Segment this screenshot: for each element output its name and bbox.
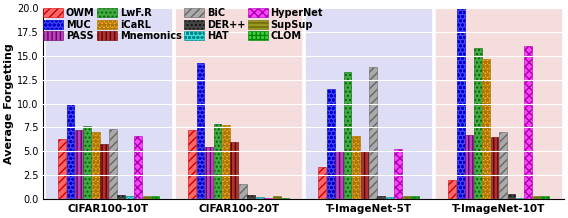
Bar — [499, 132, 507, 199]
Bar — [143, 196, 151, 199]
Bar — [491, 137, 499, 199]
Bar — [344, 72, 352, 199]
Bar — [474, 48, 482, 199]
Bar — [541, 196, 549, 199]
Bar — [75, 130, 83, 199]
Bar — [273, 196, 281, 199]
Y-axis label: Average Forgetting: Average Forgetting — [4, 43, 14, 164]
Bar — [176, 8, 301, 199]
Bar — [117, 195, 125, 199]
Bar — [352, 136, 360, 199]
Bar — [214, 124, 222, 199]
Bar — [109, 129, 116, 199]
Legend: OWM, MUC, PASS, LwF.R, iCaRL, Mnemonics, BiC, DER++, HAT, HyperNet, SupSup, CLOM: OWM, MUC, PASS, LwF.R, iCaRL, Mnemonics,… — [43, 8, 323, 41]
Bar — [222, 124, 230, 199]
Bar — [335, 151, 343, 199]
Bar — [101, 144, 108, 199]
Bar — [151, 196, 159, 199]
Bar — [386, 197, 394, 199]
Bar — [482, 59, 490, 199]
Bar — [58, 139, 66, 199]
Bar — [533, 196, 541, 199]
Bar — [411, 196, 419, 199]
Bar — [134, 136, 142, 199]
Bar — [516, 198, 524, 199]
Bar — [126, 196, 133, 199]
Bar — [378, 196, 385, 199]
Bar — [306, 8, 431, 199]
Bar — [205, 147, 213, 199]
Bar — [46, 8, 171, 199]
Bar — [231, 142, 238, 199]
Bar — [92, 132, 100, 199]
Bar — [66, 104, 74, 199]
Bar — [436, 8, 561, 199]
Bar — [448, 180, 456, 199]
Bar — [403, 196, 411, 199]
Bar — [361, 151, 368, 199]
Bar — [239, 184, 247, 199]
Bar — [318, 167, 326, 199]
Bar — [369, 67, 377, 199]
Bar — [508, 194, 515, 199]
Bar — [457, 8, 465, 199]
Bar — [248, 195, 255, 199]
Bar — [281, 198, 289, 199]
Bar — [465, 135, 473, 199]
Bar — [256, 197, 264, 199]
Bar — [524, 46, 532, 199]
Bar — [327, 89, 335, 199]
Bar — [394, 149, 402, 199]
Bar — [83, 126, 91, 199]
Bar — [197, 63, 204, 199]
Bar — [188, 130, 196, 199]
